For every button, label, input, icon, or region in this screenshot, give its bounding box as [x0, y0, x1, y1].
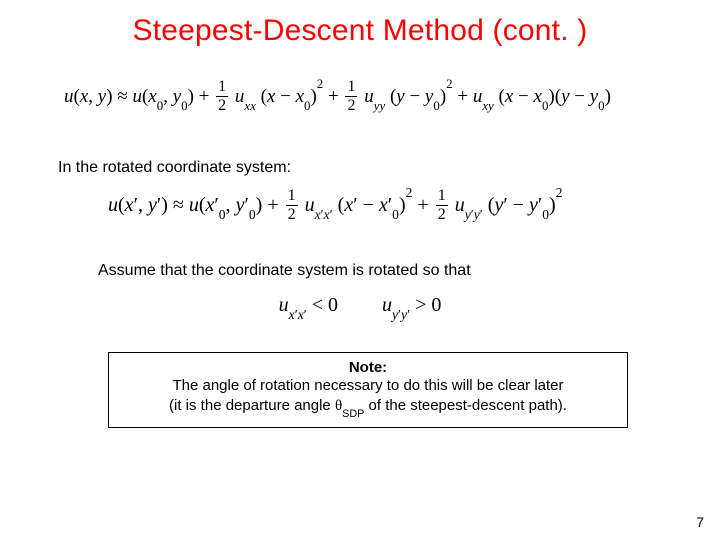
text-rotated-system: In the rotated coordinate system: [58, 159, 684, 177]
note-box: Note: The angle of rotation necessary to… [108, 352, 628, 428]
note-line2-b: of the steepest-descent path). [364, 397, 567, 414]
note-title: Note: [119, 359, 617, 376]
note-line1: The angle of rotation necessary to do th… [172, 377, 563, 394]
equation-1: u(x, y) ≈ u(x0, y0) + 12 uxx (x − x0)2 +… [64, 80, 684, 115]
equation-2: u(x′, y′) ≈ u(x′0, y′0) + 12 ux′x′ (x′ −… [108, 189, 684, 224]
note-line2-a: (it is the departure angle [169, 397, 335, 414]
slide-container: Steepest-Descent Method (cont. ) u(x, y)… [0, 0, 720, 540]
page-number: 7 [696, 514, 704, 530]
equation-3: ux′x′ < 0uy′y′ > 0 [36, 294, 684, 320]
note-body: The angle of rotation necessary to do th… [119, 376, 617, 419]
slide-title: Steepest-Descent Method (cont. ) [36, 14, 684, 48]
text-assume: Assume that the coordinate system is rot… [98, 262, 684, 280]
theta-subscript: SDP [342, 408, 364, 420]
